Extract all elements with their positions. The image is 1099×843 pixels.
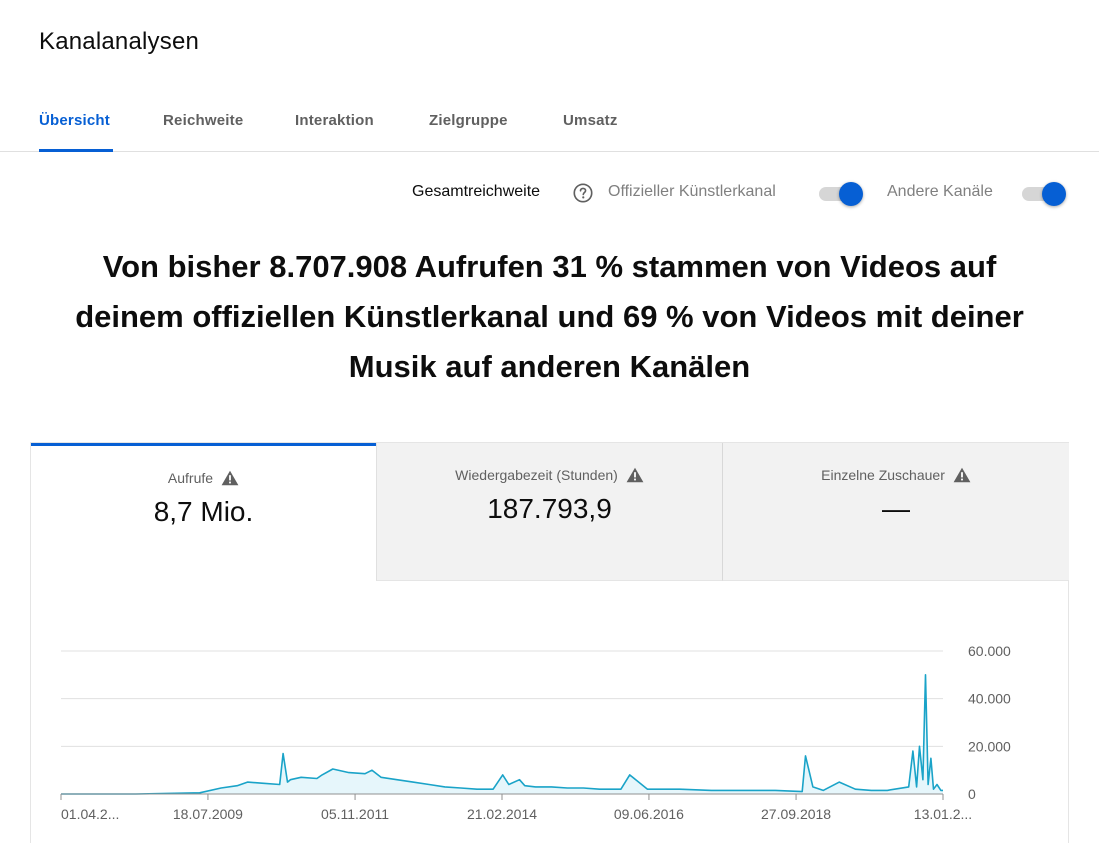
metric-label: Einzelne Zuschauer [821,467,945,483]
metric-label: Wiedergabezeit (Stunden) [455,467,618,483]
x-tick-label: 21.02.2014 [467,806,537,822]
tab-revenue[interactable]: Umsatz [563,112,618,129]
metric-tab-watch-time[interactable]: Wiedergabezeit (Stunden) 187.793,9 [376,443,722,581]
x-tick-label: 09.06.2016 [614,806,684,822]
tab-bar: Übersicht Reichweite Interaktion Zielgru… [0,100,1099,152]
total-reach-label: Gesamtreichweite [412,183,541,200]
metric-value: 8,7 Mio. [153,496,254,527]
warning-icon [221,470,239,486]
x-tick-label: 18.07.2009 [173,806,243,822]
tab-overview[interactable]: Übersicht [39,112,113,152]
other-channels-toggle[interactable] [1020,182,1066,206]
other-channels-label: Andere Kanäle [887,183,993,200]
metric-value: — [882,493,910,524]
x-tick-label: 27.09.2018 [761,806,831,822]
x-tick-label: 13.01.2... [914,806,972,822]
y-tick-label: 20.000 [968,738,1011,754]
official-artist-channel-label: Offizieller Künstlerkanal [608,183,776,200]
summary-headline: Von bisher 8.707.908 Aufrufen 31 % stamm… [75,249,1024,384]
y-tick-label: 60.000 [968,643,1011,659]
metric-tab-views[interactable]: Aufrufe 8,7 Mio. [31,443,376,581]
metric-tab-unique-viewers[interactable]: Einzelne Zuschauer — [722,443,1069,581]
metric-value: 187.793,9 [487,493,612,524]
tab-audience[interactable]: Zielgruppe [429,112,508,129]
page-title: Kanalanalysen [39,28,200,55]
views-chart: 60.000 40.000 20.000 0 01.04.2... 18.07.2009 0… [60,643,1011,822]
y-tick-label: 40.000 [968,691,1011,707]
series-line [61,674,943,795]
x-tick-label: 05.11.2011 [321,806,389,822]
metrics-card: Aufrufe 8,7 Mio. Wiedergabezeit (Stunden… [30,442,1069,843]
reach-toggle-bar: Gesamtreichweite Offizieller Künstlerkan… [0,178,1099,208]
tab-engagement[interactable]: Interaktion [295,112,374,129]
tab-reach[interactable]: Reichweite [163,112,244,129]
toggle-knob [1042,182,1066,206]
warning-icon [953,467,971,483]
y-tick-label: 0 [968,786,976,802]
official-artist-channel-toggle[interactable] [817,182,863,206]
x-tick-label: 01.04.2... [61,806,119,822]
metric-label: Aufrufe [167,470,214,486]
warning-icon [626,467,644,483]
toggle-knob [839,182,863,206]
help-circle-icon[interactable] [572,182,594,204]
